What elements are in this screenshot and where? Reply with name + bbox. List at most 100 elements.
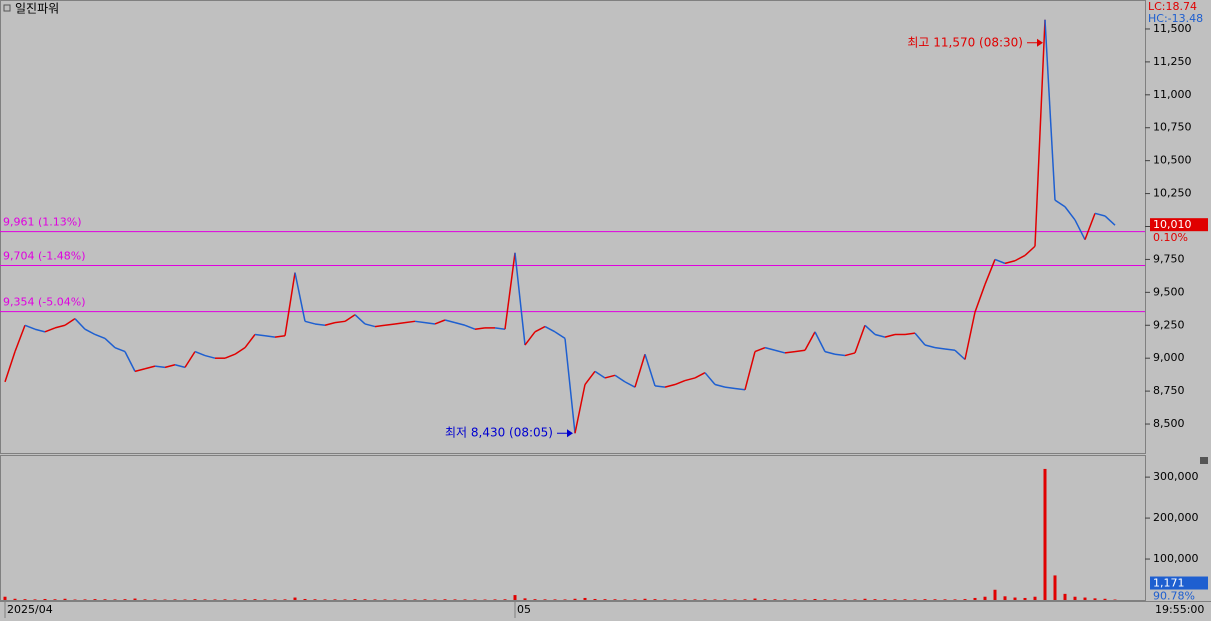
last-price-box <box>1150 218 1208 232</box>
volume-bar <box>53 599 57 600</box>
volume-bar <box>443 599 447 600</box>
price-segment <box>984 259 996 285</box>
price-segment <box>1074 219 1086 241</box>
price-segment <box>624 381 636 388</box>
y-tick-label: 9,750 <box>1153 252 1185 265</box>
price-segment <box>914 332 926 346</box>
price-segment <box>1014 254 1026 262</box>
price-segment <box>604 374 616 379</box>
volume-bar <box>413 599 417 600</box>
volume-bar <box>1053 575 1057 600</box>
price-segment <box>574 384 586 434</box>
price-segment <box>44 327 56 333</box>
y-tick-label: 10,500 <box>1153 154 1192 167</box>
volume-bar <box>63 598 67 600</box>
y-tick-label: 200,000 <box>1153 511 1199 524</box>
volume-bar <box>1103 598 1107 600</box>
volume-bar <box>973 597 977 600</box>
y-tick-label: 9,000 <box>1153 351 1185 364</box>
volume-bar <box>733 599 737 600</box>
price-segment <box>974 284 986 313</box>
price-segment <box>294 272 306 322</box>
price-segment <box>614 374 626 383</box>
price-segment <box>24 324 36 330</box>
price-segment <box>844 352 856 357</box>
volume-bar <box>93 599 97 600</box>
price-segment <box>154 365 166 369</box>
volume-bar <box>1003 596 1007 600</box>
volume-bar <box>263 599 267 600</box>
volume-bar <box>813 598 817 600</box>
volume-bar <box>543 599 547 600</box>
arrow-head <box>1037 38 1043 47</box>
last-price: 10,010 <box>1153 218 1192 231</box>
price-segment <box>494 327 506 330</box>
volume-bar <box>513 595 517 600</box>
volume-bar <box>603 599 607 600</box>
price-segment <box>944 348 956 352</box>
volume-bar <box>233 599 237 600</box>
price-segment <box>724 386 736 390</box>
y-tick-label: 10,250 <box>1153 187 1192 200</box>
price-segment <box>184 351 196 368</box>
y-tick-label: 9,500 <box>1153 285 1185 298</box>
volume-bar <box>353 599 357 600</box>
price-segment <box>54 324 66 329</box>
price-segment <box>954 349 966 361</box>
volume-bar <box>883 599 887 600</box>
volume-bar <box>833 599 837 600</box>
reference-label: 9,961 (1.13%) <box>3 216 82 229</box>
volume-bar <box>553 599 557 600</box>
close-icon[interactable] <box>1200 457 1208 464</box>
price-segment <box>444 319 456 324</box>
price-segment <box>114 346 126 353</box>
volume-bar <box>893 599 897 600</box>
price-segment <box>334 320 346 324</box>
volume-bar <box>703 599 707 600</box>
change-label: 0.10% <box>1153 231 1188 244</box>
price-segment <box>684 377 696 382</box>
price-segment <box>84 328 96 336</box>
price-segment <box>1004 260 1016 265</box>
volume-bar <box>123 599 127 600</box>
price-segment <box>434 319 446 325</box>
volume-bar <box>143 599 147 600</box>
price-segment <box>554 331 566 340</box>
price-segment <box>104 337 116 349</box>
price-segment <box>1044 19 1056 201</box>
price-segment <box>164 364 176 369</box>
panel-icon <box>3 4 11 12</box>
volume-bar <box>783 599 787 600</box>
price-segment <box>94 333 106 340</box>
reference-label: 9,704 (-1.48%) <box>3 249 85 262</box>
volume-bar <box>103 599 107 600</box>
price-segment <box>304 320 316 325</box>
volume-bar <box>3 596 7 600</box>
volume-bar <box>613 599 617 600</box>
volume-bar <box>623 599 627 600</box>
price-segment <box>644 354 656 387</box>
y-tick-label: 9,250 <box>1153 318 1185 331</box>
volume-bar <box>583 597 587 600</box>
volume-bar <box>723 599 727 600</box>
price-segment <box>964 311 976 360</box>
price-segment <box>414 320 426 324</box>
price-segment <box>714 383 726 388</box>
price-segment <box>824 350 836 355</box>
volume-bar <box>43 598 47 600</box>
volume-bar <box>993 589 997 600</box>
price-segment <box>464 324 476 330</box>
volume-bar <box>273 599 277 600</box>
volume-bar <box>363 599 367 600</box>
volume-bar <box>393 599 397 600</box>
last-volume-box <box>1150 576 1208 590</box>
annotation: 최고 11,570 (08:30) <box>907 35 1023 49</box>
price-segment <box>1064 206 1076 221</box>
price-segment <box>1054 199 1066 208</box>
volume-bar <box>423 599 427 600</box>
y-tick-label: 10,750 <box>1153 121 1192 134</box>
volume-bar <box>593 598 597 600</box>
price-segment <box>1024 245 1036 257</box>
